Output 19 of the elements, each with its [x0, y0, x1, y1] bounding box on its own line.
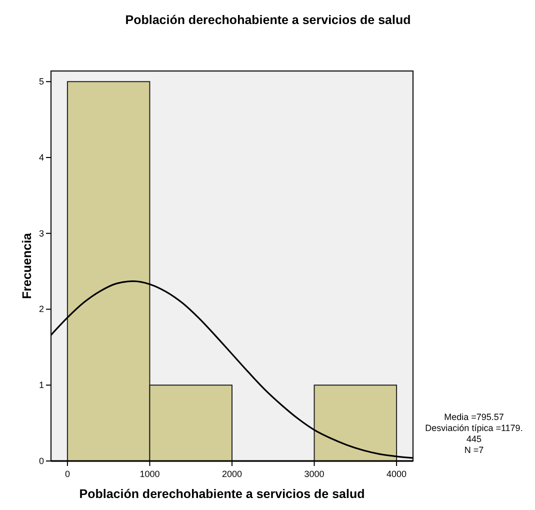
x-tick-label: 0 [64, 469, 70, 479]
text: Media =795.57 [444, 412, 504, 422]
x-axis-title: Población derechohabiente a servicios de salud [79, 487, 365, 501]
text: N =7 [464, 445, 484, 455]
y-tick-label: 2 [38, 304, 44, 314]
line-series [51, 280, 413, 459]
y-axis-title: Frecuencia [20, 232, 34, 300]
text: 445 [466, 434, 482, 444]
y-tick-label: 0 [38, 456, 44, 466]
y-tick-label: 1 [38, 380, 44, 390]
chart-title: Población derechohabiente a servicios de salud [125, 13, 411, 27]
text: Desviación típica =1179. [425, 423, 523, 433]
x-tick-label: 4000 [386, 469, 407, 479]
y-tick-label: 5 [38, 76, 44, 87]
y-tick-label: 4 [38, 152, 44, 162]
x-tick-label: 3000 [304, 469, 324, 479]
y-tick-label: 3 [38, 228, 44, 238]
x-tick-label: 1000 [140, 469, 160, 479]
x-tick-label: 2000 [222, 469, 242, 479]
